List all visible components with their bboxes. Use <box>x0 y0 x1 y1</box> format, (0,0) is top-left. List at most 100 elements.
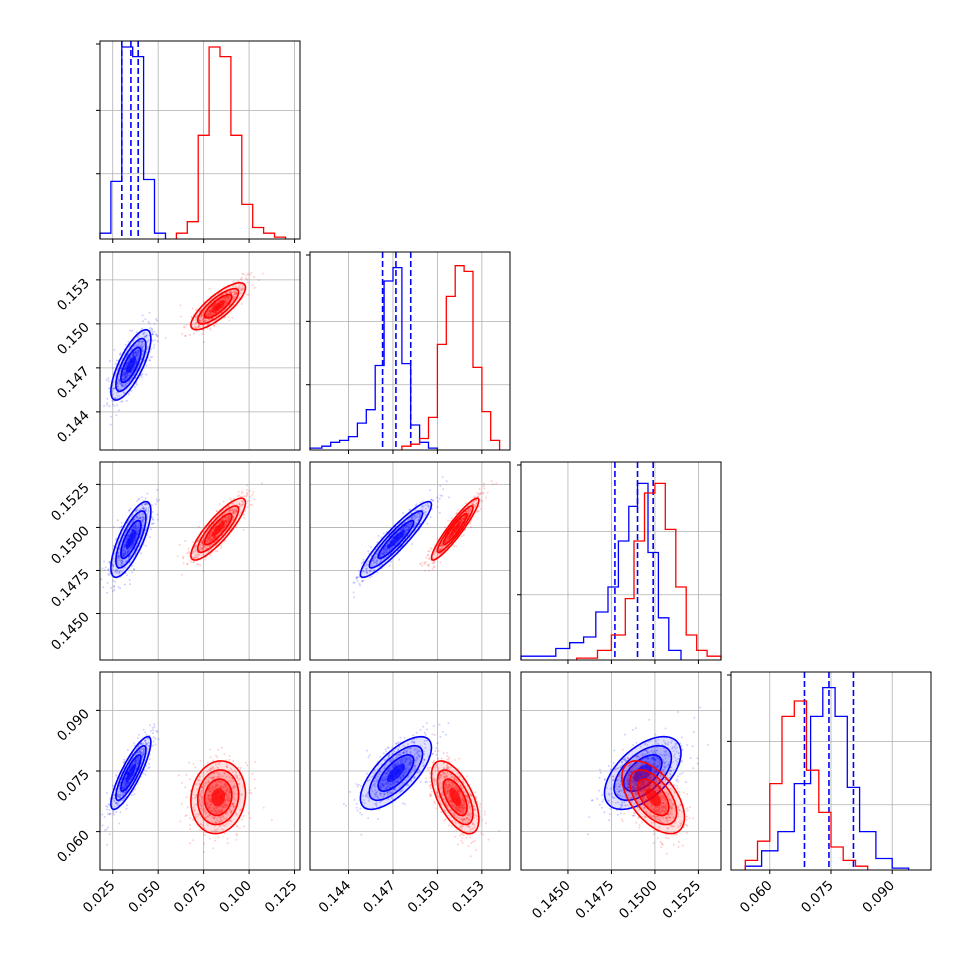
scatter-point <box>211 539 214 542</box>
scatter-point <box>148 758 151 761</box>
scatter-point <box>380 552 383 555</box>
scatter-point <box>145 502 148 505</box>
scatter-point <box>211 786 214 789</box>
scatter-point <box>121 375 124 378</box>
scatter-point <box>233 512 236 515</box>
scatter-point <box>377 534 380 537</box>
scatter-point <box>364 567 367 570</box>
scatter-point <box>182 557 185 560</box>
scatter-point <box>222 824 225 827</box>
scatter-point <box>127 781 130 784</box>
scatter-point <box>207 314 210 317</box>
scatter-point <box>238 284 241 287</box>
scatter-point <box>209 537 212 540</box>
scatter-point <box>210 539 213 542</box>
scatter-point <box>428 550 431 553</box>
scatter-point <box>209 327 211 330</box>
scatter-point <box>134 352 137 355</box>
scatter-point <box>202 329 204 331</box>
density-contour <box>387 530 405 549</box>
scatter-point <box>207 815 210 818</box>
scatter-point <box>144 336 147 339</box>
scatter-point <box>129 554 132 557</box>
scatter-point <box>123 791 126 794</box>
scatter-point <box>108 803 111 806</box>
scatter-point <box>225 785 227 788</box>
scatter-point <box>410 517 413 520</box>
scatter-point <box>145 764 148 767</box>
scatter-point <box>156 731 159 734</box>
scatter-point <box>200 541 203 544</box>
scatter-point <box>140 358 143 361</box>
scatter-point <box>228 754 231 757</box>
scatter-point <box>457 509 460 512</box>
density-contour <box>449 521 462 537</box>
scatter-point <box>424 510 427 513</box>
scatter-point <box>112 813 115 816</box>
scatter-point <box>135 758 138 761</box>
scatter-point <box>208 544 211 547</box>
scatter-point <box>461 518 464 521</box>
scatter-point <box>125 560 128 562</box>
scatter-point <box>207 536 210 539</box>
scatter-point <box>455 512 458 515</box>
scatter-point <box>208 310 211 313</box>
scatter-point <box>224 524 226 527</box>
scatter-point <box>355 577 358 580</box>
scatter-point <box>227 797 229 800</box>
scatter-point <box>117 385 119 388</box>
scatter-point <box>365 563 368 566</box>
scatter-point <box>147 737 150 740</box>
scatter-point <box>365 568 368 571</box>
scatter-point <box>139 742 142 745</box>
scatter-point <box>241 503 244 506</box>
scatter-point <box>117 555 120 558</box>
scatter-point <box>246 278 249 281</box>
scatter-point <box>157 738 160 741</box>
scatter-point <box>117 554 120 557</box>
scatter-point <box>466 509 469 511</box>
scatter-point <box>136 737 139 740</box>
scatter-point <box>148 506 150 509</box>
scatter-point <box>471 501 474 504</box>
scatter-point <box>143 531 146 534</box>
scatter-point <box>128 381 130 384</box>
scatter-point <box>108 561 111 564</box>
scatter-point <box>238 494 241 497</box>
scatter-point <box>402 528 405 531</box>
scatter-point <box>481 500 484 503</box>
scatter-point <box>100 578 103 581</box>
scatter-point <box>115 391 118 394</box>
scatter-point <box>195 556 198 559</box>
scatter-point <box>115 811 118 813</box>
scatter-point <box>124 778 127 780</box>
scatter-point <box>123 370 126 373</box>
scatter-point <box>200 805 203 808</box>
scatter-point <box>353 596 356 599</box>
scatter-point <box>200 546 203 549</box>
scatter-point <box>385 550 388 553</box>
scatter-point <box>141 753 144 756</box>
scatter-point <box>233 290 236 293</box>
scatter-point <box>225 522 228 525</box>
scatter-point <box>439 552 442 555</box>
scatter-point <box>141 353 144 356</box>
scatter-point <box>128 357 131 359</box>
scatter-point <box>133 352 135 355</box>
scatter-point <box>208 310 211 313</box>
scatter-point <box>103 405 106 407</box>
scatter-point <box>383 552 386 555</box>
scatter-point <box>382 552 384 555</box>
scatter-point <box>123 371 125 374</box>
scatter-point <box>195 549 198 552</box>
scatter-point <box>136 353 139 356</box>
scatter-point <box>353 581 356 584</box>
scatter-point <box>475 499 477 502</box>
scatter-point <box>125 363 128 366</box>
scatter-point <box>379 555 382 558</box>
scatter-point <box>246 281 249 284</box>
scatter-point <box>181 573 183 576</box>
scatter-point <box>213 816 216 819</box>
scatter-point <box>179 304 182 307</box>
scatter-point <box>427 550 430 553</box>
